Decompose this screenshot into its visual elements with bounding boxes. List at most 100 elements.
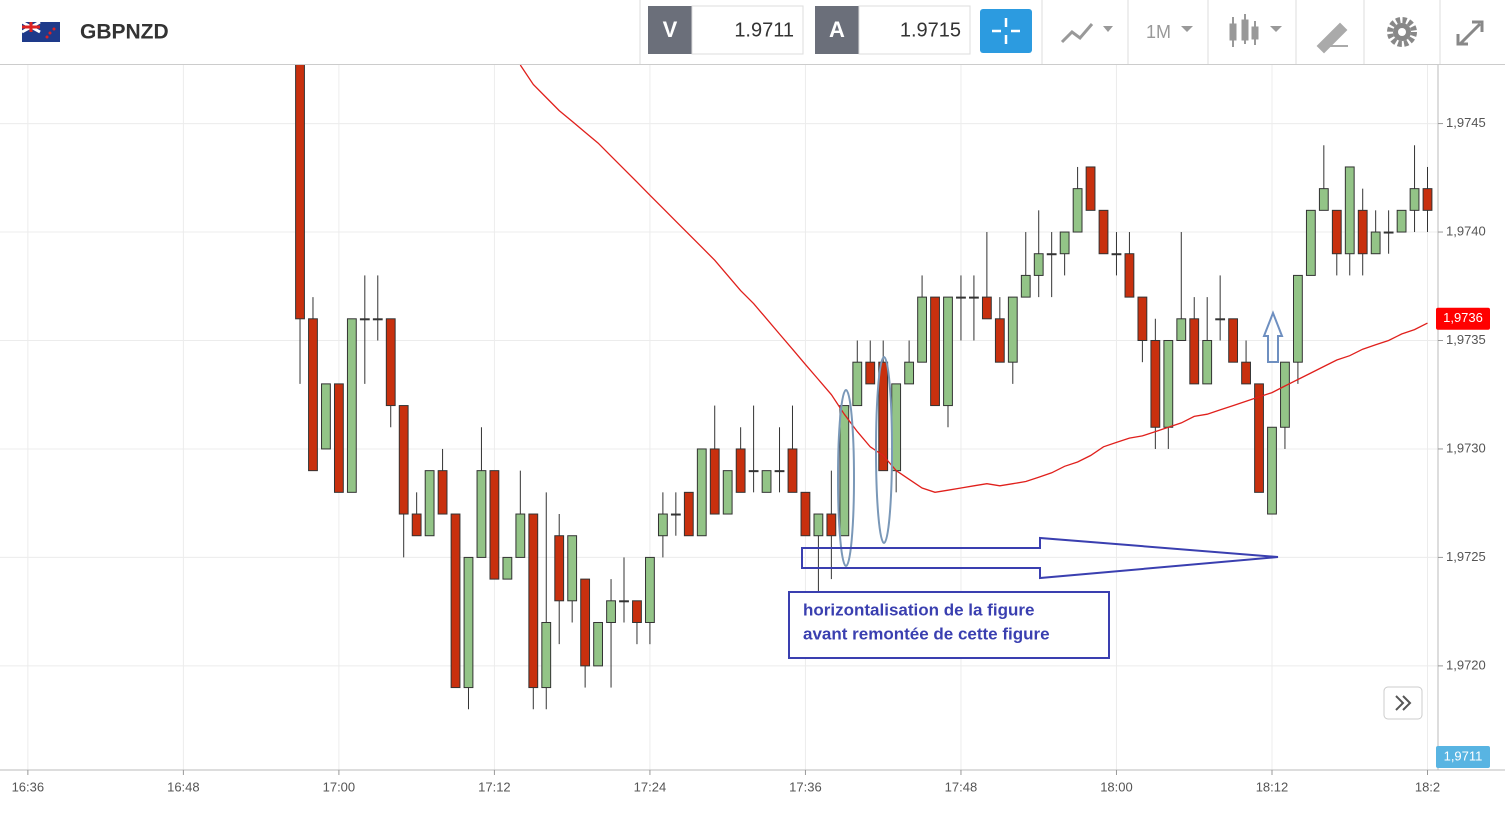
annotation-box [788,591,1110,659]
bid-label-box[interactable] [648,6,692,54]
x-tick-label: 17:00 [323,779,356,794]
candle-body [385,318,396,407]
scroll-right-button[interactable] [1383,686,1423,720]
candle-body [515,513,526,558]
candle-body [619,600,629,603]
candle-body [1150,339,1161,428]
candle-body [398,405,409,515]
candle-body [541,621,552,689]
candle-body [437,470,448,515]
highlight-ellipse [875,356,893,544]
candle-body [1422,188,1433,211]
y-tick-label: 1,9735 [1446,332,1486,347]
candle-body [1305,209,1316,276]
candle-body [735,448,746,493]
candle-body [1215,318,1226,321]
candle-body [424,470,435,537]
candle-body [528,513,539,689]
candle-body [943,296,953,407]
candle-body [981,296,992,320]
x-tick-label: 17:12 [478,779,511,794]
bid-label[interactable]: V [663,17,678,42]
candle-body [1202,339,1213,385]
candle-body [1072,188,1083,233]
highlight-ellipse [837,389,855,567]
candle-body [722,470,733,515]
candle-body [308,318,318,472]
candle-body [709,448,720,515]
candle-body [1383,231,1394,234]
annotation-text: horizontalisation de la figure [803,600,1034,619]
candle-body [593,621,603,667]
price-tag [1436,307,1490,330]
candle-body [1370,231,1381,255]
candle-body [930,296,940,407]
candle-body [333,383,344,493]
candle-body [1059,231,1070,255]
y-tick-label: 1,9740 [1446,223,1486,238]
timeframe[interactable]: 1M [1146,22,1171,42]
x-tick-label: 18:12 [1256,779,1289,794]
candle-body [567,535,578,602]
candle-body [1357,209,1368,255]
y-tick-label: 1,9745 [1446,115,1486,130]
ask-label-box[interactable] [815,6,859,54]
candle-body [1137,296,1148,341]
chart-type-button[interactable] [1060,23,1113,44]
candle-body [865,361,876,385]
flag-icon [21,20,60,42]
y-tick-label: 1,9720 [1446,657,1486,672]
candle-body [969,296,979,299]
candle-body [1241,361,1251,385]
candle-body [1124,253,1135,298]
candle-body [1267,426,1277,515]
candle-body [657,513,668,537]
settings-button[interactable] [1387,17,1417,47]
moving-average-line [519,65,1428,493]
candle-body [1111,253,1122,256]
candle-body [826,513,837,537]
candle-body [956,296,966,299]
candle-body [476,470,487,558]
x-tick-label: 16:36 [12,779,45,794]
candle-body [346,318,357,493]
candle-body [463,556,474,689]
candle-body [1344,166,1355,255]
timeframe-button[interactable]: 1M [1146,22,1193,42]
price-tag-label: 1,9711 [1444,748,1483,763]
toolbar: GBPNZD V 1.9711 A 1.9715 1M [0,0,1505,65]
candle-body [1189,318,1200,385]
x-tick-label: 17:48 [945,779,978,794]
candle-body [606,600,616,623]
y-tick-label: 1,9730 [1446,440,1486,455]
x-tick-label: 16:48 [167,779,200,794]
bid-price[interactable]: 1.9711 [734,19,794,41]
candle-body [761,470,772,493]
annotations: horizontalisation de la figure avant rem… [788,310,1284,659]
symbol: GBPNZD [80,21,169,44]
candle-body [1098,209,1109,255]
ask-label[interactable]: A [829,17,845,42]
candle-body [1033,253,1044,276]
arrow-right [801,536,1279,580]
crosshair-button[interactable] [980,9,1032,53]
candle-body [1318,188,1329,211]
candle-body [1020,274,1031,298]
price-tag-label: 1,9736 [1443,310,1483,325]
candle-body [813,513,824,537]
candle-body [1007,296,1018,363]
candle-body [1409,188,1420,211]
candle-body [489,470,500,580]
candle-body [774,470,785,473]
candle-style-button[interactable] [1229,14,1282,47]
ask-price[interactable]: 1.9715 [900,19,961,41]
fullscreen-button[interactable] [1456,20,1484,46]
draw-button[interactable] [1316,22,1348,54]
candle-body [1396,209,1407,233]
candle-body [1228,318,1239,363]
candle-body [295,65,305,320]
candle-body [411,513,422,537]
candle-body [1085,166,1096,211]
candle-body [891,383,902,472]
